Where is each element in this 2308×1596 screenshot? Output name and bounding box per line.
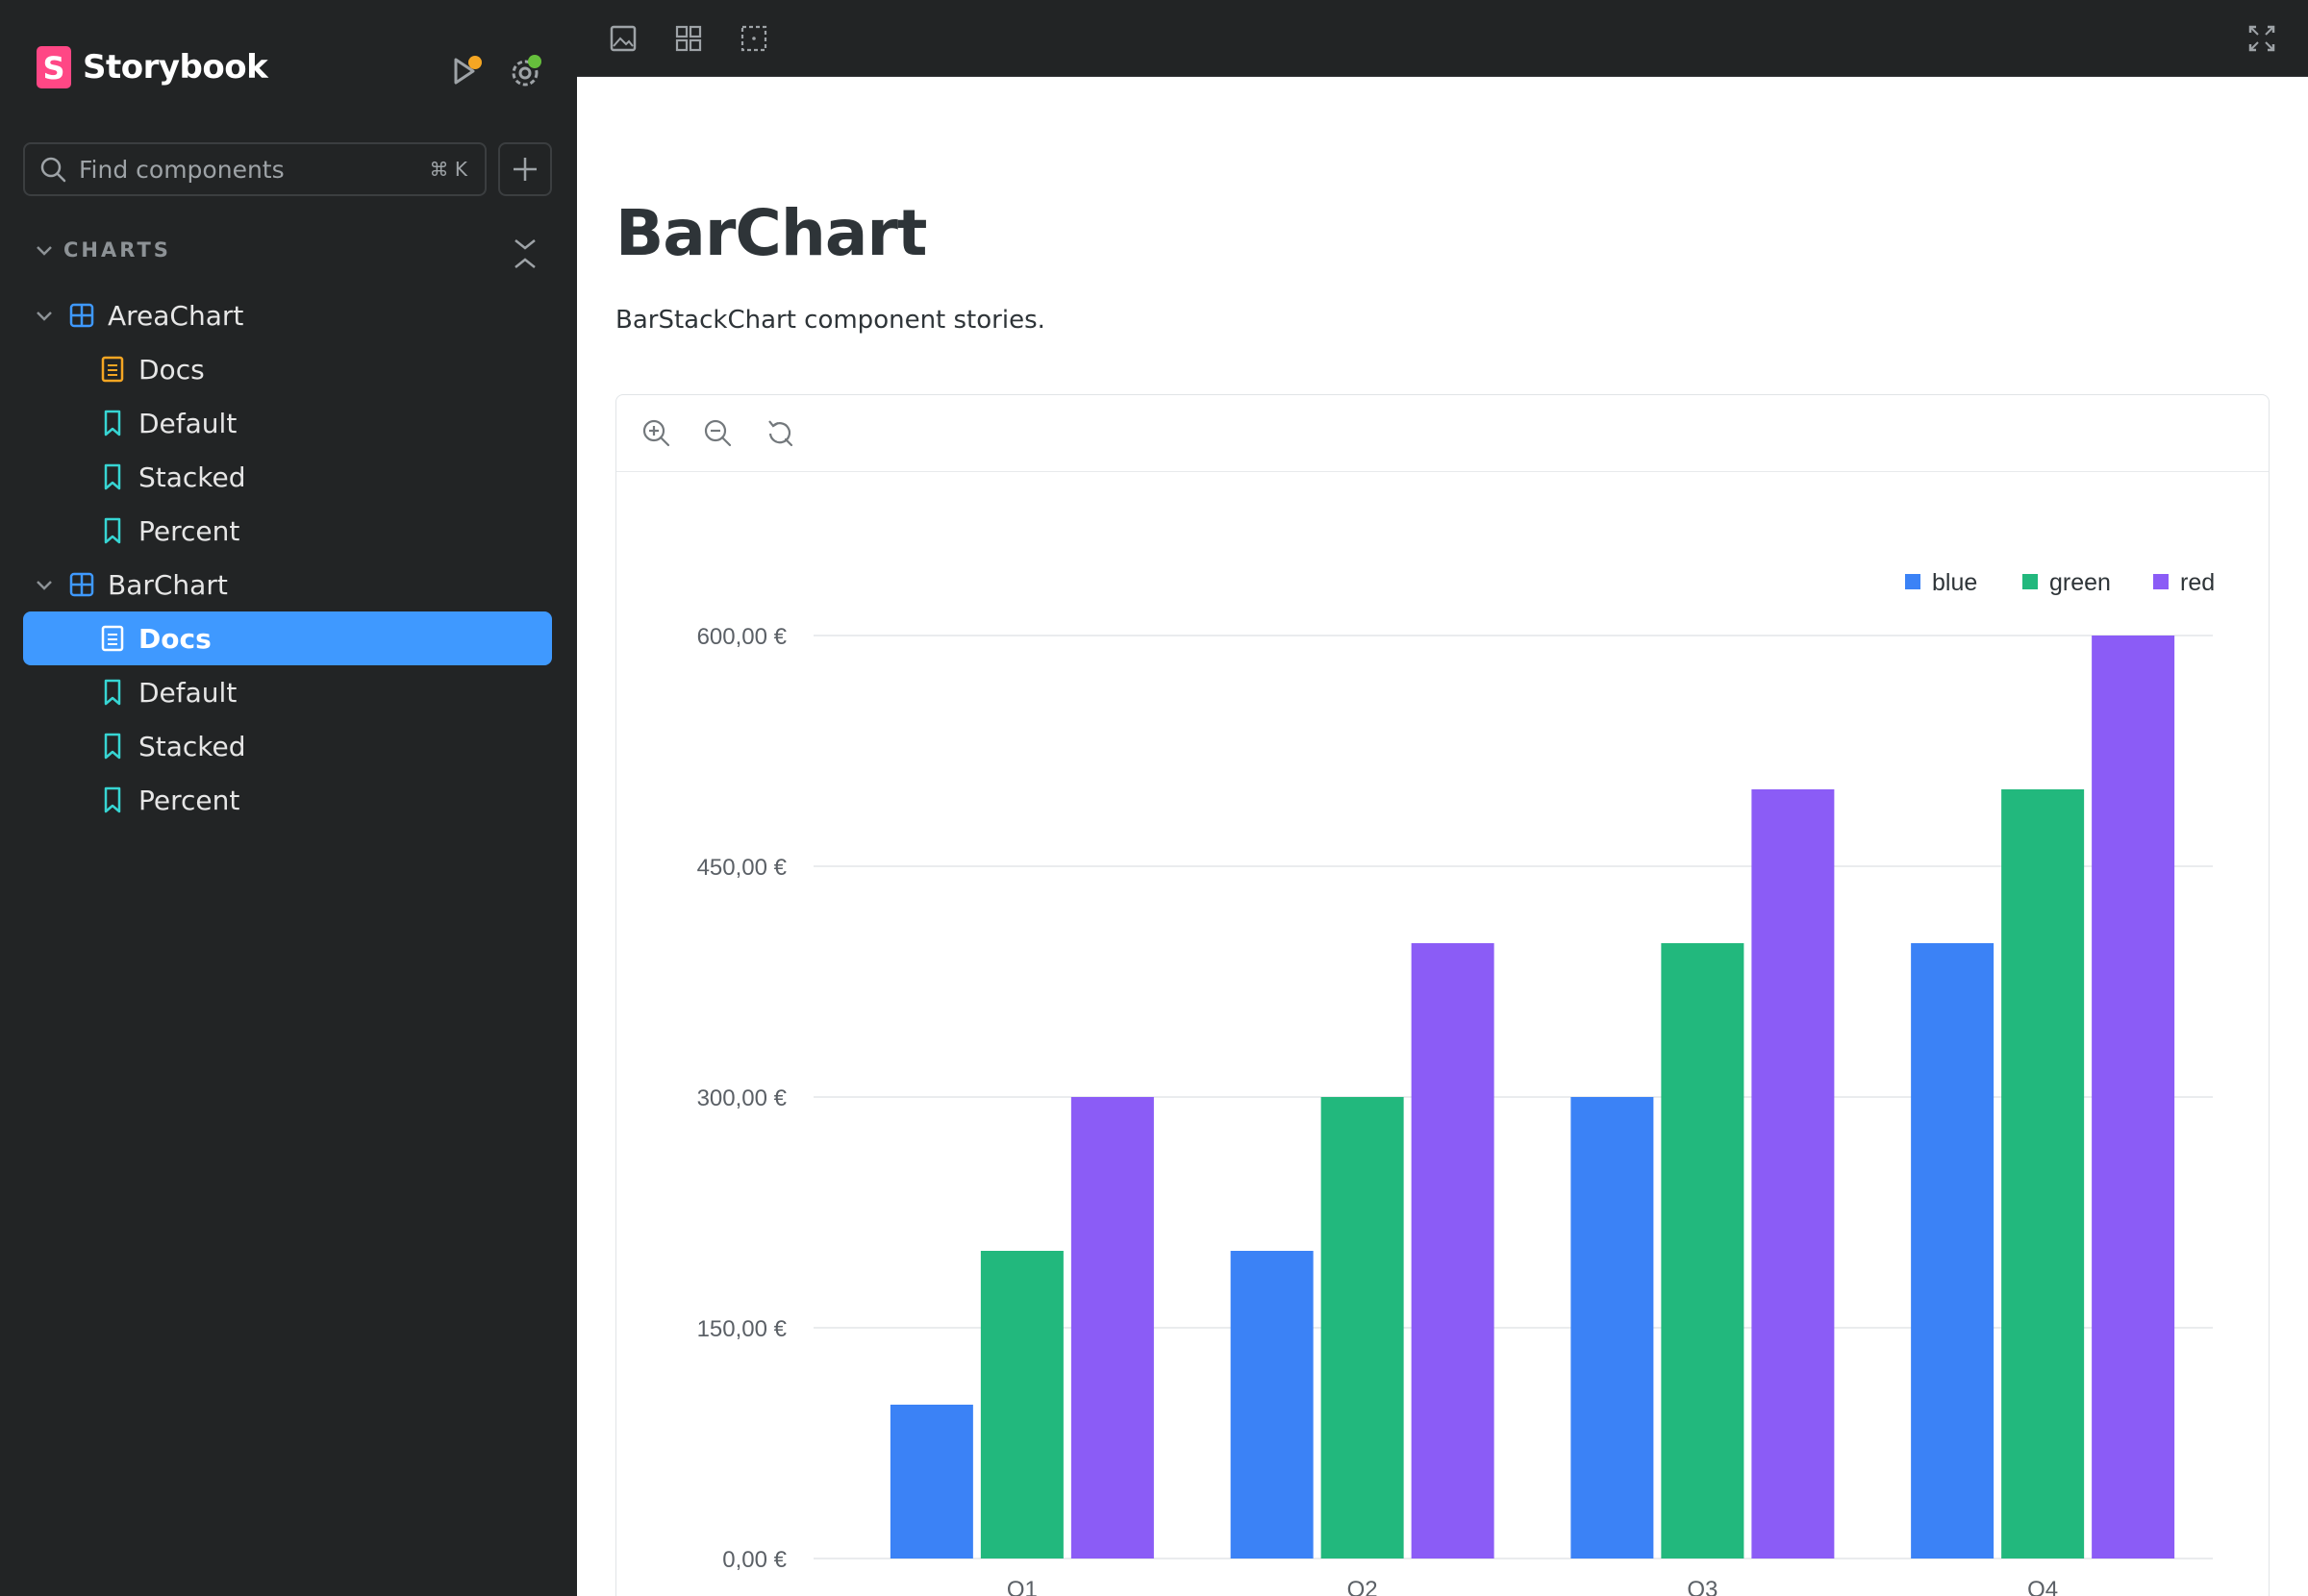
y-tick-label: 450,00 € — [697, 855, 788, 881]
sidebar-item-label: Stacked — [138, 461, 246, 493]
brand[interactable]: S Storybook — [37, 46, 268, 88]
bar-red-q1 — [1070, 1097, 1154, 1559]
story-canvas: 0,00 € 150,00 € 300,00 € 450,00 € 600,00 € Q1… — [615, 394, 2270, 1596]
bar-red-q3 — [1751, 789, 1835, 1559]
brand-name: Storybook — [83, 48, 268, 87]
chevron-down-icon — [37, 246, 52, 256]
sidebar-item-label: BarChart — [108, 568, 228, 601]
sidebar-item-barchart-percent[interactable]: Percent — [98, 773, 239, 827]
bar-blue-q2 — [1230, 1251, 1314, 1559]
sidebar-item-barchart[interactable]: BarChart — [35, 558, 228, 611]
search-shortcut: ⌘ K — [429, 158, 467, 181]
x-tick-label: Q3 — [1687, 1577, 1718, 1596]
bar-green-q4 — [2001, 789, 2085, 1559]
sidebar-item-label: Stacked — [138, 730, 246, 762]
x-tick-label: Q2 — [1347, 1577, 1378, 1596]
gear-icon[interactable] — [504, 50, 546, 92]
bookmark-icon — [104, 517, 121, 544]
sidebar-item-label: Percent — [138, 514, 240, 547]
plus-icon — [514, 158, 537, 181]
search-box[interactable]: Find components ⌘ K — [23, 142, 487, 196]
bar-green-q2 — [1320, 1097, 1404, 1559]
zoom-out-icon[interactable] — [701, 416, 736, 451]
x-tick-label: Q4 — [2027, 1577, 2058, 1596]
sidebar-item-label: Docs — [138, 353, 205, 386]
sidebar-item-label: Default — [138, 407, 238, 439]
page-title: BarChart — [615, 196, 927, 270]
bar-chart: 0,00 € 150,00 € 300,00 € 450,00 € 600,00 € Q1… — [697, 569, 2216, 1596]
sidebar-item-areachart-stacked[interactable]: Stacked — [98, 450, 246, 504]
legend-swatch-green — [2022, 574, 2038, 589]
group-label: CHARTS — [63, 238, 171, 262]
chevron-down-icon — [37, 312, 52, 321]
bookmark-icon — [104, 733, 121, 760]
legend-label-green: green — [2049, 569, 2111, 596]
component-icon — [69, 572, 94, 597]
bookmark-icon — [104, 463, 121, 490]
y-tick-label: 150,00 € — [697, 1316, 788, 1342]
play-icon[interactable] — [446, 50, 489, 92]
sidebar-item-label: Default — [138, 676, 238, 709]
legend-label-blue: blue — [1932, 569, 1977, 596]
sidebar-item-areachart-default[interactable]: Default — [98, 396, 237, 450]
outline-icon[interactable] — [737, 21, 771, 56]
legend-swatch-blue — [1905, 574, 1920, 589]
bar-green-q3 — [1661, 943, 1744, 1559]
sidebar-item-areachart[interactable]: AreaChart — [35, 288, 243, 342]
group-charts-header[interactable]: CHARTS — [35, 238, 171, 262]
sidebar-item-label: Docs — [138, 622, 212, 655]
y-tick-label: 300,00 € — [697, 1085, 788, 1111]
storybook-logo-icon: S — [37, 46, 71, 88]
sidebar-item-label: Percent — [138, 784, 240, 816]
sidebar-item-label: AreaChart — [108, 299, 244, 332]
search-icon — [40, 157, 66, 183]
legend-swatch-red — [2153, 574, 2169, 589]
canvas-toolbar — [616, 395, 2269, 472]
reset-zoom-icon[interactable] — [763, 416, 797, 451]
x-tick-label: Q1 — [1007, 1577, 1038, 1596]
fullscreen-icon[interactable] — [2245, 21, 2279, 56]
document-icon — [101, 356, 124, 383]
sidebar-item-barchart-default[interactable]: Default — [98, 665, 237, 719]
preview-toolbar — [577, 0, 2308, 77]
y-tick-label: 600,00 € — [697, 624, 788, 650]
sidebar-item-areachart-docs[interactable]: Docs — [98, 342, 205, 396]
sidebar: S Storybook Find components ⌘ K CHARTS — [0, 0, 577, 1596]
bar-green-q1 — [980, 1251, 1064, 1559]
document-icon — [101, 625, 124, 652]
docs-page: BarChart BarStackChart component stories… — [577, 77, 2308, 1596]
collapse-all-icon[interactable] — [510, 235, 540, 273]
page-description: BarStackChart component stories. — [615, 306, 1045, 335]
bar-red-q4 — [2092, 636, 2175, 1559]
image-icon[interactable] — [606, 21, 640, 56]
sidebar-item-areachart-percent[interactable]: Percent — [98, 504, 239, 558]
chevron-down-icon — [37, 581, 52, 590]
bar-blue-q3 — [1570, 1097, 1654, 1559]
bookmark-icon — [104, 786, 121, 813]
grid-icon[interactable] — [671, 21, 706, 56]
legend-label-red: red — [2180, 569, 2215, 596]
bookmark-icon — [104, 410, 121, 436]
search-input[interactable]: Find components — [79, 155, 285, 184]
add-button[interactable] — [498, 142, 552, 196]
zoom-in-icon[interactable] — [640, 416, 674, 451]
bar-blue-q4 — [1911, 943, 1994, 1559]
component-icon — [69, 303, 94, 328]
bar-red-q2 — [1411, 943, 1494, 1559]
sidebar-item-barchart-stacked[interactable]: Stacked — [98, 719, 246, 773]
sidebar-item-barchart-docs[interactable]: Docs — [23, 611, 552, 665]
bookmark-icon — [104, 679, 121, 706]
bar-blue-q1 — [890, 1405, 973, 1559]
y-tick-label: 0,00 € — [722, 1547, 787, 1573]
